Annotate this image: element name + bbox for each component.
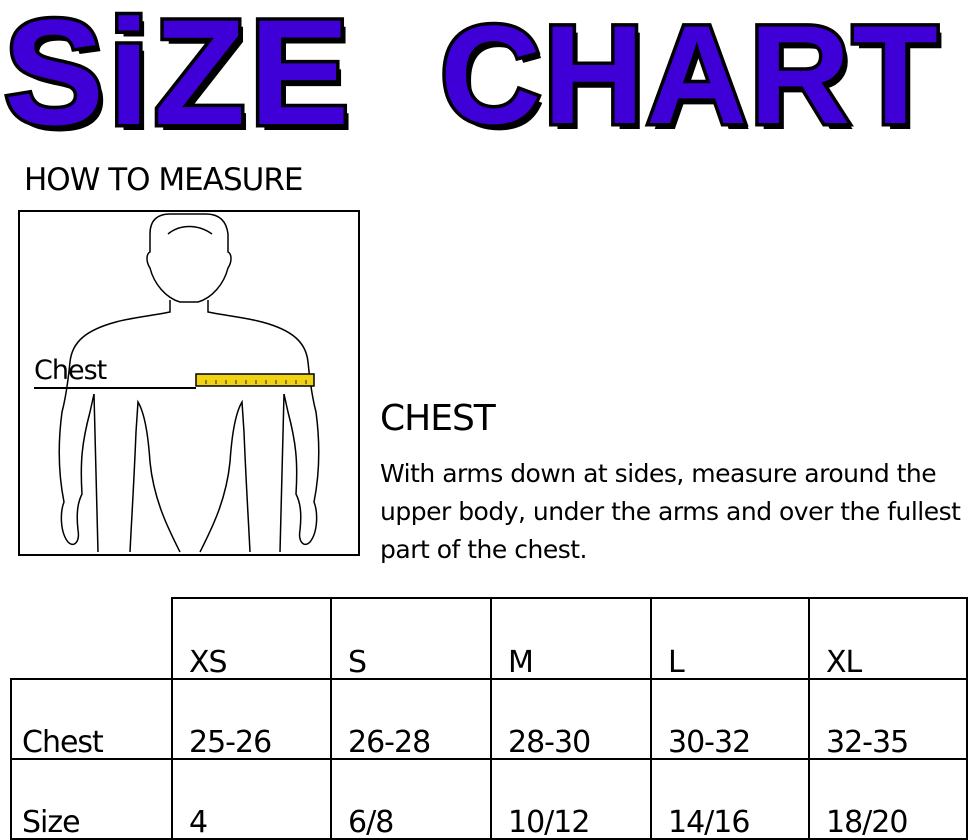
table-cell: 6/8 — [330, 758, 492, 840]
measure-figure: Chest — [18, 210, 360, 556]
size-label: XL — [826, 645, 862, 680]
size-label: M — [508, 645, 534, 680]
table-cell: 4 — [171, 758, 332, 840]
row-label: Size — [22, 805, 81, 840]
chest-label: Chest — [34, 355, 107, 386]
header-cell-l: L — [650, 597, 810, 680]
how-to-measure-heading: HOW TO MEASURE — [24, 162, 303, 198]
table-cell: 18/20 — [808, 758, 968, 840]
chest-description: With arms down at sides, measure around … — [380, 459, 961, 564]
row-label-size: Size — [10, 758, 173, 840]
cell-value: 4 — [189, 805, 208, 840]
cell-value: 14/16 — [668, 805, 750, 840]
cell-value: 30-32 — [668, 725, 751, 760]
header-cell-xl: XL — [808, 597, 968, 680]
page-title: SiZE CHART — [0, 0, 978, 160]
header-cell-xs: XS — [171, 597, 332, 680]
cell-value: 32-35 — [826, 725, 909, 760]
table-cell: 26-28 — [330, 678, 492, 760]
table-cell: 25-26 — [171, 678, 332, 760]
header-cell-s: S — [330, 597, 492, 680]
row-label-chest: Chest — [10, 678, 173, 760]
body-outline-illustration — [34, 213, 320, 553]
size-label: S — [348, 645, 367, 680]
cell-value: 18/20 — [826, 805, 908, 840]
cell-value: 6/8 — [348, 805, 394, 840]
header-cell-m: M — [490, 597, 652, 680]
table-cell: 14/16 — [650, 758, 810, 840]
size-label: L — [668, 645, 685, 680]
cell-value: 10/12 — [508, 805, 590, 840]
cell-value: 25-26 — [189, 725, 272, 760]
table-cell: 10/12 — [490, 758, 652, 840]
table-cell: 32-35 — [808, 678, 968, 760]
title-word-size: SiZE — [0, 0, 354, 160]
row-label: Chest — [22, 725, 104, 760]
cell-value: 26-28 — [348, 725, 431, 760]
size-label: XS — [189, 645, 228, 680]
chest-heading: CHEST — [380, 398, 496, 439]
title-word-chart: CHART — [437, 0, 942, 157]
table-cell: 28-30 — [490, 678, 652, 760]
table-cell: 30-32 — [650, 678, 810, 760]
cell-value: 28-30 — [508, 725, 591, 760]
